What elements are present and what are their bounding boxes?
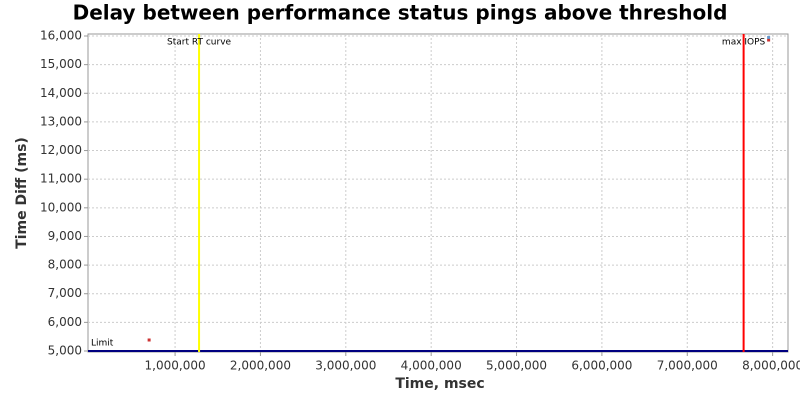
y-tick-label: 8,000 [48, 258, 82, 272]
point [767, 35, 771, 39]
plot-area [87, 33, 789, 353]
y-tick-label: 16,000 [40, 29, 82, 43]
x-tick-label: 7,000,000 [657, 359, 718, 373]
y-tick-label: 5,000 [48, 343, 82, 357]
y-tick-label: 12,000 [40, 143, 82, 157]
y-tick-label: 15,000 [40, 57, 82, 71]
y-tick-label: 13,000 [40, 114, 82, 128]
x-tick-label: 5,000,000 [486, 359, 547, 373]
x-axis-label: Time, msec [395, 376, 484, 392]
y-tick-label: 6,000 [48, 315, 82, 329]
y-tick-label: 10,000 [40, 200, 82, 214]
point [767, 38, 771, 42]
chart-title: Delay between performance status pings a… [73, 1, 728, 25]
y-axis-label: Time Diff (ms) [14, 137, 30, 249]
point [147, 338, 151, 342]
y-tick-label: 11,000 [40, 172, 82, 186]
y-tick-label: 9,000 [48, 229, 82, 243]
marker-label: Start RT curve [167, 38, 231, 48]
x-tick-label: 6,000,000 [571, 359, 632, 373]
x-tick-label: 8,000,000 [742, 359, 800, 373]
y-tick-label: 7,000 [48, 286, 82, 300]
x-tick-label: 1,000,000 [145, 359, 206, 373]
x-tick-label: 3,000,000 [315, 359, 376, 373]
x-tick-label: 4,000,000 [401, 359, 462, 373]
x-tick-label: 2,000,000 [230, 359, 291, 373]
y-tick-label: 14,000 [40, 86, 82, 100]
threshold-label: Limit [91, 338, 114, 348]
marker-label: max IOPS [722, 38, 766, 48]
